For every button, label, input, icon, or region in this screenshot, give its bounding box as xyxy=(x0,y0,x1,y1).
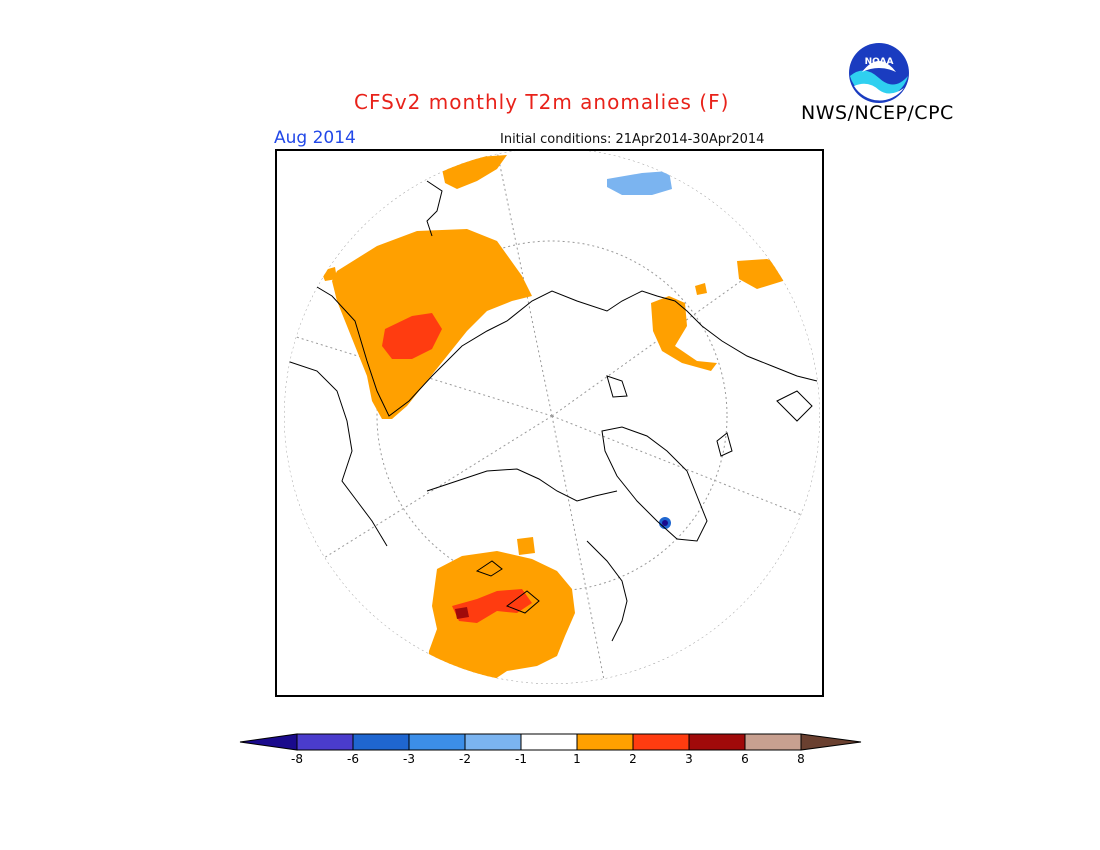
anomaly-north-pacific-cool xyxy=(607,171,672,195)
colorbar-label: 1 xyxy=(573,752,581,766)
coastlines xyxy=(286,180,818,684)
colorbar-arrow-left xyxy=(239,733,298,751)
noaa-logo: NOAA xyxy=(848,42,910,108)
anomaly-na-core xyxy=(452,589,532,623)
colorbar-swatch xyxy=(520,733,578,751)
colorbar-label: 2 xyxy=(629,752,637,766)
colorbar-label: -6 xyxy=(347,752,359,766)
colorbar-swatch xyxy=(632,733,690,751)
colorbar-label: -2 xyxy=(459,752,471,766)
colorbar-arrow-right xyxy=(800,733,862,751)
colorbar-swatch xyxy=(688,733,746,751)
colorbar-swatch xyxy=(744,733,802,751)
colorbar-swatch xyxy=(576,733,634,751)
colorbar-swatch xyxy=(296,733,354,751)
anomaly-hudson-spot xyxy=(517,537,535,555)
organization-label: NWS/NCEP/CPC xyxy=(801,102,954,124)
polar-map xyxy=(275,149,824,697)
colorbar-label: -8 xyxy=(291,752,303,766)
anomaly-europe-core xyxy=(382,313,442,359)
colorbar-label: 3 xyxy=(685,752,693,766)
colorbar-label: 6 xyxy=(741,752,749,766)
colorbar-swatch xyxy=(408,733,466,751)
colorbar-swatch xyxy=(352,733,410,751)
chart-title: CFSv2 monthly T2m anomalies (F) xyxy=(354,90,730,114)
anomaly-north-america xyxy=(427,551,575,684)
logo-text: NOAA xyxy=(865,57,894,67)
anomaly-pacific-nw-spot xyxy=(455,607,469,619)
initial-conditions: Initial conditions: 21Apr2014-30Apr2014 xyxy=(500,132,765,147)
colorbar-label: -3 xyxy=(403,752,415,766)
colorbar-label: 8 xyxy=(797,752,805,766)
anomaly-east-asia xyxy=(651,296,717,371)
colorbar-label: -1 xyxy=(515,752,527,766)
forecast-period: Aug 2014 xyxy=(274,128,356,148)
anomaly-bering-spot xyxy=(695,283,707,295)
colorbar-swatch xyxy=(464,733,522,751)
